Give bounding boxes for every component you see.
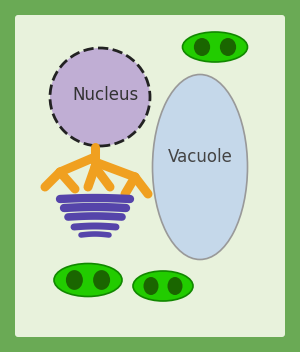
Text: Nucleus: Nucleus bbox=[72, 86, 138, 104]
Ellipse shape bbox=[182, 32, 248, 62]
Ellipse shape bbox=[66, 270, 83, 290]
Ellipse shape bbox=[50, 48, 150, 146]
Ellipse shape bbox=[143, 277, 158, 295]
Ellipse shape bbox=[220, 38, 236, 56]
Ellipse shape bbox=[93, 270, 110, 290]
Ellipse shape bbox=[194, 38, 210, 56]
Ellipse shape bbox=[133, 271, 193, 301]
Ellipse shape bbox=[167, 277, 182, 295]
Ellipse shape bbox=[54, 264, 122, 296]
FancyBboxPatch shape bbox=[15, 15, 285, 337]
Ellipse shape bbox=[152, 75, 248, 259]
Text: Vacuole: Vacuole bbox=[168, 148, 232, 166]
